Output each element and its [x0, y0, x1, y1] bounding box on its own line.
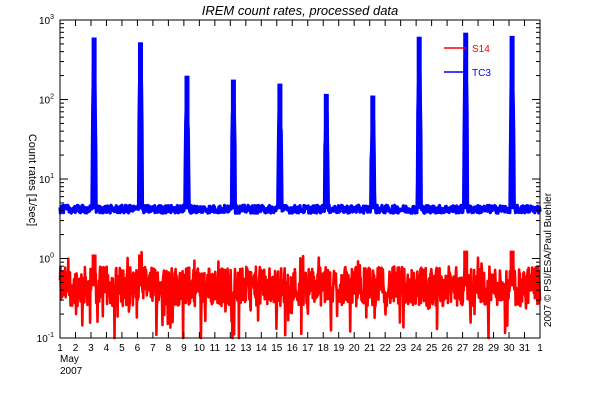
x-tick-label: 17 — [302, 343, 314, 354]
x-tick-label: 12 — [225, 343, 237, 354]
x-tick-label: 19 — [333, 343, 345, 354]
spike-tc3-5 — [277, 83, 283, 210]
y-tick-label: 102 — [39, 94, 54, 107]
x-tick-label: 24 — [411, 343, 423, 354]
spike-tc3-4 — [230, 79, 236, 210]
x-tick-label: 9 — [181, 343, 187, 354]
x-tick-label: 29 — [488, 343, 500, 354]
spike-s14-3 — [463, 250, 469, 287]
spike-s14-2 — [138, 254, 143, 287]
y-tick-label: 100 — [39, 253, 54, 266]
x-tick-label: 14 — [256, 343, 268, 354]
x-tick-label: 8 — [166, 343, 172, 354]
x-tick-label: 20 — [349, 343, 361, 354]
x-tick-label: 2 — [73, 343, 79, 354]
legend-label-tc3: TC3 — [472, 68, 491, 79]
x-tick-label: 16 — [287, 343, 299, 354]
spike-tc3-7 — [370, 95, 376, 210]
legend: S14 TC3 — [444, 44, 491, 79]
y-tick-label: 103 — [39, 14, 54, 27]
spike-tc3-10 — [509, 35, 515, 210]
x-tick-label: 1 — [537, 343, 543, 354]
spike-tc3-8 — [416, 36, 422, 210]
spike-tc3-9 — [463, 32, 469, 210]
spike-tc3-6 — [323, 93, 329, 210]
x-tick-label: 22 — [380, 343, 392, 354]
spike-tc3-1 — [91, 37, 97, 210]
x-axis-month-label: May — [60, 354, 79, 365]
x-tick-label: 26 — [442, 343, 454, 354]
y-tick-label: 101 — [39, 173, 54, 186]
credit-text: 2007 © PSI/ESA/Paul Buehler — [543, 192, 554, 327]
x-tick-label: 23 — [395, 343, 407, 354]
y-axis-label: Count rates [1/sec] — [26, 134, 38, 226]
x-tick-label: 11 — [210, 343, 221, 354]
x-tick-label: 7 — [150, 343, 156, 354]
x-tick-label: 28 — [473, 343, 485, 354]
x-tick-label: 31 — [519, 343, 531, 354]
spike-tc3-2 — [138, 42, 143, 210]
x-tick-label: 1 — [57, 343, 63, 354]
x-axis-year-label: 2007 — [60, 366, 83, 377]
spike-s14-1 — [91, 254, 97, 287]
spike-tc3-3 — [184, 75, 190, 210]
spike-s14-4 — [509, 250, 515, 287]
x-tick-label: 13 — [240, 343, 252, 354]
x-tick-label: 18 — [318, 343, 330, 354]
x-tick-label: 21 — [364, 343, 376, 354]
x-tick-label: 27 — [457, 343, 469, 354]
x-tick-label: 3 — [88, 343, 94, 354]
series-tc3 — [58, 32, 542, 215]
x-tick-label: 30 — [503, 343, 515, 354]
x-tick-label: 4 — [104, 343, 110, 354]
series-s14 — [58, 250, 542, 340]
axes-ticks: 1 2 3 4 5 6 7 8 9 10 11 12 13 14 15 16 17 18 19 20 21 22 23 24 2… — [37, 14, 544, 354]
x-tick-label: 5 — [119, 343, 125, 354]
legend-label-s14: S14 — [472, 44, 490, 55]
plot-marks — [58, 32, 542, 340]
x-tick-label: 25 — [426, 343, 438, 354]
x-tick-label: 10 — [194, 343, 206, 354]
x-tick-label: 15 — [271, 343, 283, 354]
y-tick-label: 10-1 — [37, 332, 54, 345]
chart-title: IREM count rates, processed data — [202, 3, 399, 18]
x-tick-label: 6 — [135, 343, 141, 354]
